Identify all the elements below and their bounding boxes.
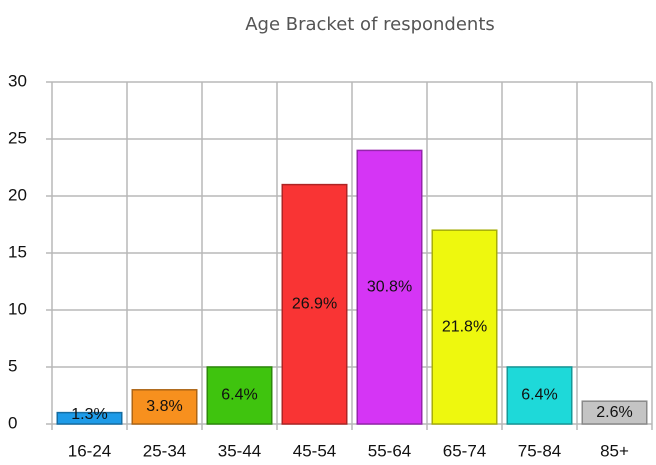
x-tick-label: 16-24: [68, 441, 111, 460]
data-label: 1.3%: [71, 406, 107, 423]
data-label: 6.4%: [221, 387, 257, 404]
x-tick-label: 55-64: [368, 441, 411, 460]
y-tick-label: 20: [8, 185, 27, 204]
bar: [506, 366, 573, 425]
data-label: 3.8%: [146, 398, 182, 415]
x-tick-label: 35-44: [218, 441, 261, 460]
x-tick-label: 75-84: [518, 441, 561, 460]
data-label: 6.4%: [521, 387, 557, 404]
y-tick-label: 0: [8, 413, 17, 432]
x-tick-label: 25-34: [143, 441, 186, 460]
y-tick-label: 15: [8, 242, 27, 261]
y-tick-label: 5: [8, 356, 17, 375]
y-tick-label: 30: [8, 71, 27, 90]
bar: [206, 366, 273, 425]
x-tick-label: 85+: [600, 441, 629, 460]
bar: [431, 229, 498, 425]
y-tick-label: 10: [8, 299, 27, 318]
bar: [131, 389, 198, 425]
data-label: 2.6%: [596, 404, 632, 421]
data-label: 21.8%: [442, 318, 487, 335]
bar: [356, 149, 423, 425]
data-label: 30.8%: [367, 278, 412, 295]
y-tick-label: 25: [8, 128, 27, 147]
x-tick-label: 65-74: [443, 441, 486, 460]
bar: [581, 400, 648, 425]
data-label: 26.9%: [292, 296, 337, 313]
bar: [56, 411, 123, 425]
bar: [281, 183, 348, 425]
chart-title: Age Bracket of respondents: [245, 14, 495, 35]
x-tick-label: 45-54: [293, 441, 336, 460]
